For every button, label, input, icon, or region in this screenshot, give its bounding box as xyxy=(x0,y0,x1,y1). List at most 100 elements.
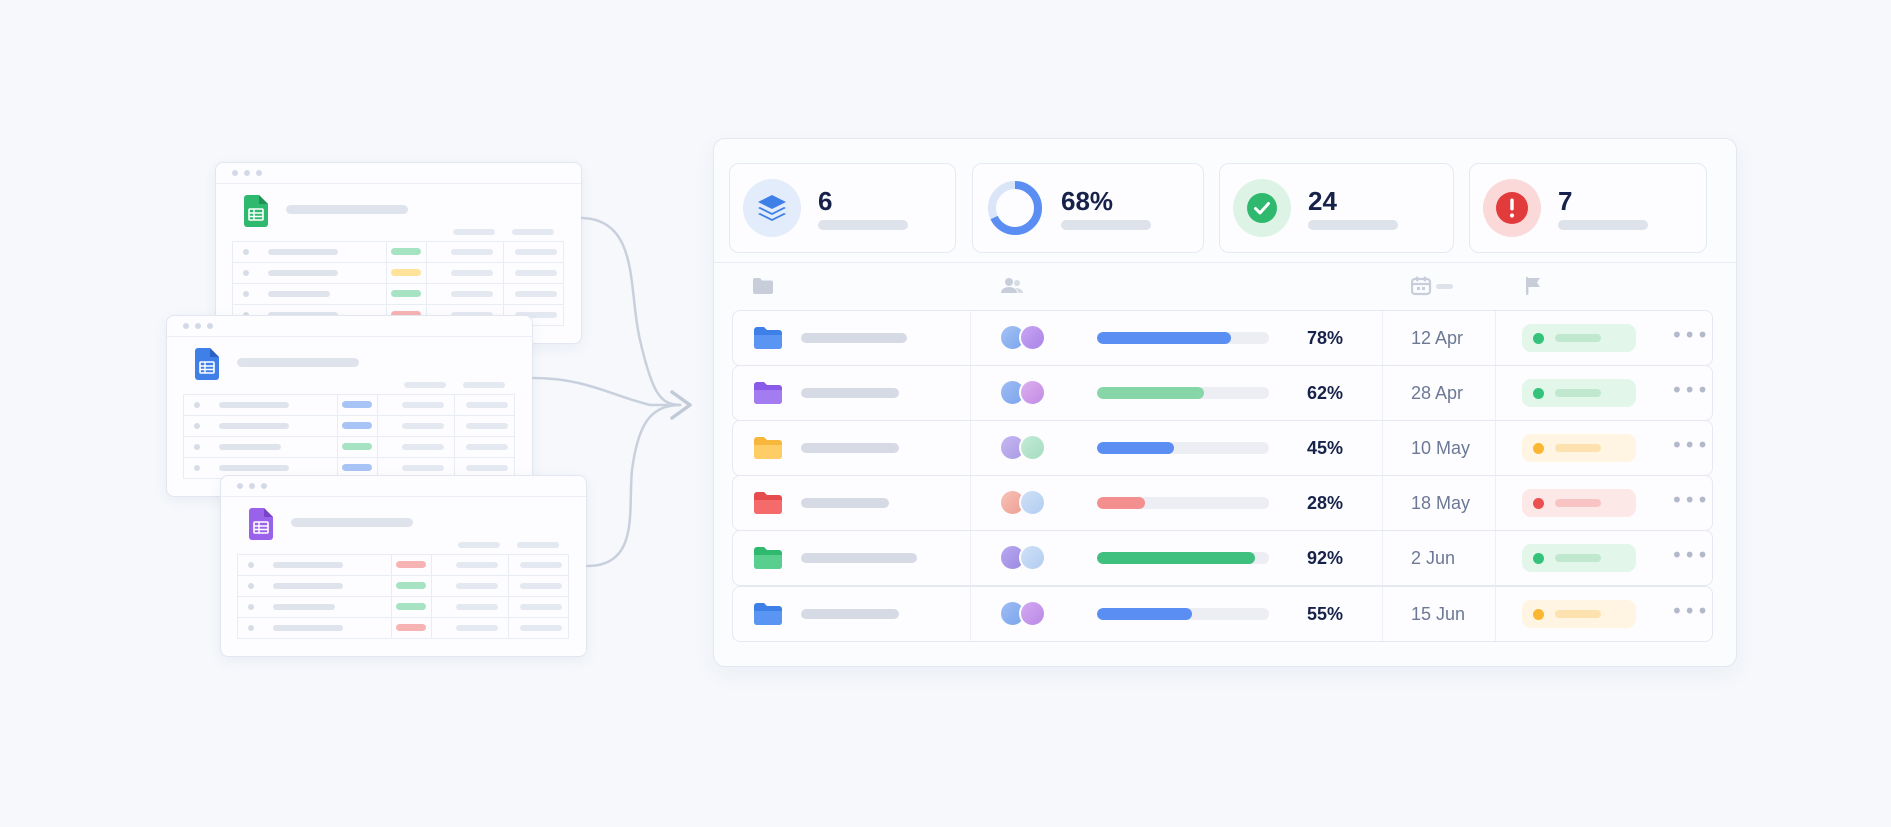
stat-card-issues[interactable]: 7 xyxy=(1469,163,1707,253)
progress-bar xyxy=(1097,608,1269,620)
project-name-placeholder xyxy=(801,443,899,453)
status-badge[interactable] xyxy=(1522,600,1636,628)
project-name-placeholder xyxy=(801,333,907,343)
progress-fill xyxy=(1097,497,1146,509)
green-sheets-icon xyxy=(244,195,268,227)
blue-sheets-icon xyxy=(195,348,219,380)
table-row[interactable]: 92% 2 Jun ••• xyxy=(732,530,1713,586)
stat-value: 24 xyxy=(1308,186,1337,216)
progress-bar xyxy=(1097,497,1269,509)
more-options-button[interactable]: ••• xyxy=(1671,433,1710,457)
progress-percent: 28% xyxy=(1307,493,1344,513)
more-options-button[interactable]: ••• xyxy=(1671,543,1710,567)
sheet-row xyxy=(238,555,568,576)
project-name-placeholder xyxy=(801,609,899,619)
stat-caption-placeholder xyxy=(818,220,908,230)
assignee-avatars[interactable] xyxy=(999,324,1049,352)
window-dots xyxy=(183,323,213,329)
table-row[interactable]: 45% 10 May ••• xyxy=(732,420,1713,476)
stat-caption-placeholder xyxy=(1558,220,1648,230)
progress-fill xyxy=(1097,387,1204,399)
more-options-button[interactable]: ••• xyxy=(1671,378,1710,402)
status-badge[interactable] xyxy=(1522,379,1636,407)
progress-fill xyxy=(1097,608,1192,620)
stat-value: 68% xyxy=(1061,186,1114,216)
table-row[interactable]: 55% 15 Jun ••• xyxy=(732,586,1713,642)
alert-circle-icon-badge xyxy=(1483,179,1541,237)
donut-progress-icon-badge xyxy=(986,179,1044,237)
layers-icon-badge xyxy=(743,179,801,237)
stat-card-total[interactable]: 6 xyxy=(729,163,956,253)
check-circle-icon-badge xyxy=(1233,179,1291,237)
table-row[interactable]: 78% 12 Apr ••• xyxy=(732,310,1713,366)
alert-circle-icon xyxy=(1496,192,1528,224)
sheet-row xyxy=(233,263,563,284)
sheet-grid xyxy=(237,554,569,639)
folder-icon xyxy=(753,278,773,294)
progress-fill xyxy=(1097,552,1256,564)
more-options-button[interactable]: ••• xyxy=(1671,323,1710,347)
stat-card-completed[interactable]: 24 xyxy=(1219,163,1454,253)
flag-icon xyxy=(1526,277,1540,295)
project-name-placeholder xyxy=(801,553,917,563)
assignee-avatars[interactable] xyxy=(999,600,1049,628)
layers-icon xyxy=(758,195,786,221)
progress-percent: 55% xyxy=(1307,604,1344,624)
donut-progress-icon xyxy=(988,181,1042,235)
status-badge[interactable] xyxy=(1522,489,1636,517)
project-name-placeholder xyxy=(801,498,889,508)
avatar xyxy=(1019,544,1046,571)
folder-icon xyxy=(754,437,782,459)
progress-bar xyxy=(1097,552,1269,564)
stat-card-progress[interactable]: 68% xyxy=(972,163,1204,253)
folder-icon xyxy=(754,327,782,349)
progress-bar xyxy=(1097,387,1269,399)
avatar xyxy=(1019,434,1046,461)
table-row[interactable]: 62% 28 Apr ••• xyxy=(732,365,1713,421)
source-sheet-3[interactable] xyxy=(220,475,587,657)
sheet-row xyxy=(233,284,563,305)
folder-icon xyxy=(754,603,782,625)
more-options-button[interactable]: ••• xyxy=(1671,599,1710,623)
folder-icon xyxy=(754,492,782,514)
due-date: 2 Jun xyxy=(1411,548,1456,568)
due-date: 18 May xyxy=(1411,493,1471,513)
folder-icon xyxy=(754,547,782,569)
status-badge[interactable] xyxy=(1522,324,1636,352)
assignee-avatars[interactable] xyxy=(999,434,1049,462)
sheet-row xyxy=(238,618,568,638)
avatar xyxy=(1019,324,1046,351)
status-badge[interactable] xyxy=(1522,434,1636,462)
due-date: 10 May xyxy=(1411,438,1471,458)
project-name-placeholder xyxy=(801,388,899,398)
calendar-icon xyxy=(1411,276,1453,296)
window-dots xyxy=(232,170,262,176)
stat-value: 7 xyxy=(1558,186,1573,216)
sheet-title-placeholder xyxy=(291,518,413,527)
assignee-avatars[interactable] xyxy=(999,379,1049,407)
dashboard-panel: 6 68% 24 7 xyxy=(713,138,1737,667)
folder-icon xyxy=(754,382,782,404)
status-badge[interactable] xyxy=(1522,544,1636,572)
due-date: 12 Apr xyxy=(1411,328,1464,348)
progress-percent: 62% xyxy=(1307,383,1344,403)
check-circle-icon xyxy=(1247,193,1277,223)
more-options-button[interactable]: ••• xyxy=(1671,488,1710,512)
assignee-avatars[interactable] xyxy=(999,544,1049,572)
assignee-avatars[interactable] xyxy=(999,489,1049,517)
stat-caption-placeholder xyxy=(1308,220,1398,230)
progress-percent: 92% xyxy=(1307,548,1344,568)
table-row[interactable]: 28% 18 May ••• xyxy=(732,475,1713,531)
progress-bar xyxy=(1097,442,1269,454)
stat-value: 6 xyxy=(818,186,833,216)
avatar xyxy=(1019,489,1046,516)
sheet-row xyxy=(184,458,514,478)
sheet-row xyxy=(233,242,563,263)
progress-percent: 45% xyxy=(1307,438,1344,458)
avatar xyxy=(1019,600,1046,627)
progress-fill xyxy=(1097,442,1175,454)
avatar xyxy=(1019,379,1046,406)
sheet-row xyxy=(184,395,514,416)
window-dots xyxy=(237,483,267,489)
